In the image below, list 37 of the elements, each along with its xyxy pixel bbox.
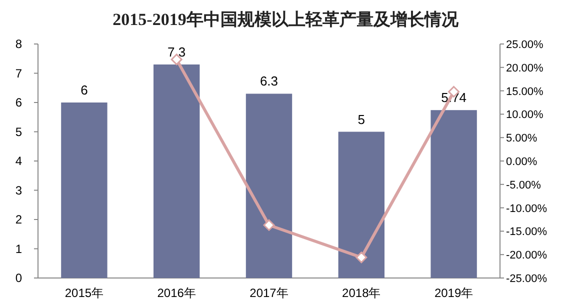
y2-tick-label: -10.00%	[506, 202, 548, 215]
y-tick-label: 4	[15, 154, 22, 168]
data-label: 6.3	[260, 74, 278, 89]
y-tick-label: 1	[15, 242, 22, 256]
data-label: 7.3	[168, 44, 186, 60]
y-tick-label: 6	[15, 96, 22, 110]
y-tick-label: 3	[15, 183, 22, 198]
x-tick-label: 2016年	[157, 286, 196, 300]
x-tick-label: 2015年	[64, 286, 104, 300]
chart-title: 2015-2019年中国规模以上轻革产量及增长情况	[112, 10, 460, 29]
y2-tick-label: 25.00%	[506, 39, 544, 51]
y2-tick-label: -15.00%	[506, 226, 548, 238]
point	[356, 252, 368, 264]
data-label: 5	[358, 112, 366, 127]
bar	[154, 64, 200, 278]
y-tick-label: 7	[15, 66, 22, 80]
y-tick-label: 5	[15, 124, 22, 139]
y-tick-label: 8	[15, 37, 22, 51]
point	[263, 219, 275, 231]
y2-tick-label: 5.00%	[506, 132, 538, 145]
data-label: 6	[80, 82, 88, 98]
y2-tick-label: 0.00%	[506, 156, 538, 168]
x-tick-label: 2018年	[342, 286, 381, 300]
bar	[246, 94, 292, 278]
y2-tick-label: -5.00%	[506, 179, 542, 192]
y2-tick-label: 15.00%	[506, 86, 544, 98]
x-tick-label: 2017年	[250, 286, 288, 300]
y2-tick-label: 20.00%	[506, 62, 544, 74]
y2-tick-label: -20.00%	[506, 250, 548, 262]
y-tick-label: 2	[15, 212, 22, 226]
y2-tick-label: -25.00%	[506, 273, 548, 285]
y-tick-label: 0	[15, 271, 22, 285]
bar	[338, 132, 384, 278]
bar	[61, 102, 108, 278]
x-tick-label: 2019年	[434, 286, 474, 300]
y2-tick-label: 10.00%	[506, 109, 544, 122]
bar	[430, 110, 477, 278]
